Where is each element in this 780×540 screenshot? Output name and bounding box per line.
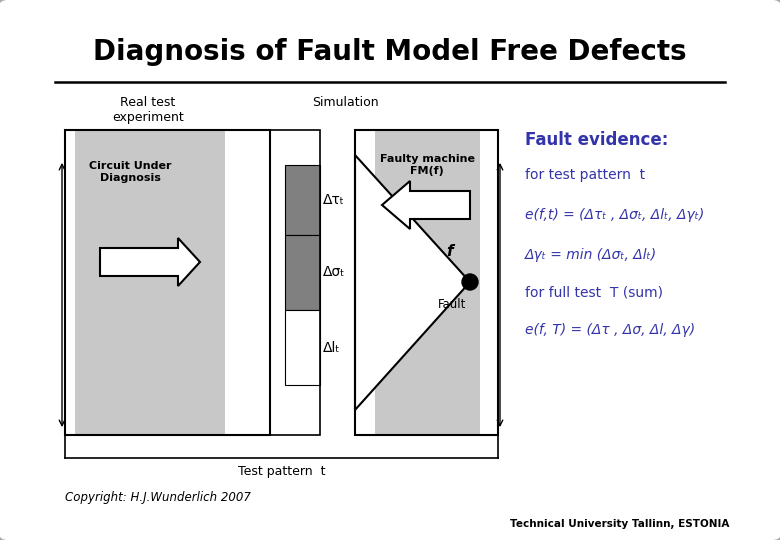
- Text: Copyright: H.J.Wunderlich 2007: Copyright: H.J.Wunderlich 2007: [65, 491, 251, 504]
- Bar: [65, 130, 270, 435]
- Text: Diagnosis of Fault Model Free Defects: Diagnosis of Fault Model Free Defects: [93, 38, 687, 66]
- Text: Δσₜ: Δσₜ: [323, 266, 346, 280]
- Circle shape: [462, 274, 478, 290]
- Text: for full test  T (sum): for full test T (sum): [525, 285, 663, 299]
- Text: Δγₜ = min (Δσₜ, Δlₜ): Δγₜ = min (Δσₜ, Δlₜ): [525, 248, 657, 262]
- Bar: [270, 130, 320, 435]
- Text: Δτₜ: Δτₜ: [323, 193, 345, 207]
- Bar: [375, 130, 480, 435]
- Text: e(f, T) = (Δτ , Δσ, Δl, Δγ): e(f, T) = (Δτ , Δσ, Δl, Δγ): [525, 323, 695, 337]
- Bar: [285, 235, 320, 310]
- Text: Fault evidence:: Fault evidence:: [525, 131, 668, 149]
- Text: for test pattern  t: for test pattern t: [525, 168, 645, 182]
- Polygon shape: [100, 238, 200, 286]
- Text: Fault: Fault: [438, 299, 466, 312]
- Polygon shape: [382, 181, 470, 229]
- Bar: [285, 310, 320, 385]
- Text: Test pattern  t: Test pattern t: [238, 465, 326, 478]
- Bar: [480, 130, 498, 435]
- Polygon shape: [355, 155, 470, 410]
- Bar: [285, 165, 320, 235]
- Text: Circuit Under
Diagnosis: Circuit Under Diagnosis: [89, 161, 172, 183]
- Text: Simulation: Simulation: [312, 97, 378, 110]
- Bar: [225, 130, 270, 435]
- Bar: [270, 130, 285, 435]
- Bar: [355, 130, 498, 435]
- Text: f: f: [447, 245, 453, 260]
- Text: Faulty machine
FM(f): Faulty machine FM(f): [380, 154, 474, 176]
- Bar: [75, 130, 225, 435]
- Text: Technical University Tallinn, ESTONIA: Technical University Tallinn, ESTONIA: [510, 519, 729, 529]
- Text: Δlₜ: Δlₜ: [323, 341, 341, 354]
- Text: e(f,t) = (Δτₜ , Δσₜ, Δlₜ, Δγₜ): e(f,t) = (Δτₜ , Δσₜ, Δlₜ, Δγₜ): [525, 208, 704, 222]
- Bar: [355, 130, 375, 435]
- Text: Real test
experiment: Real test experiment: [112, 96, 184, 124]
